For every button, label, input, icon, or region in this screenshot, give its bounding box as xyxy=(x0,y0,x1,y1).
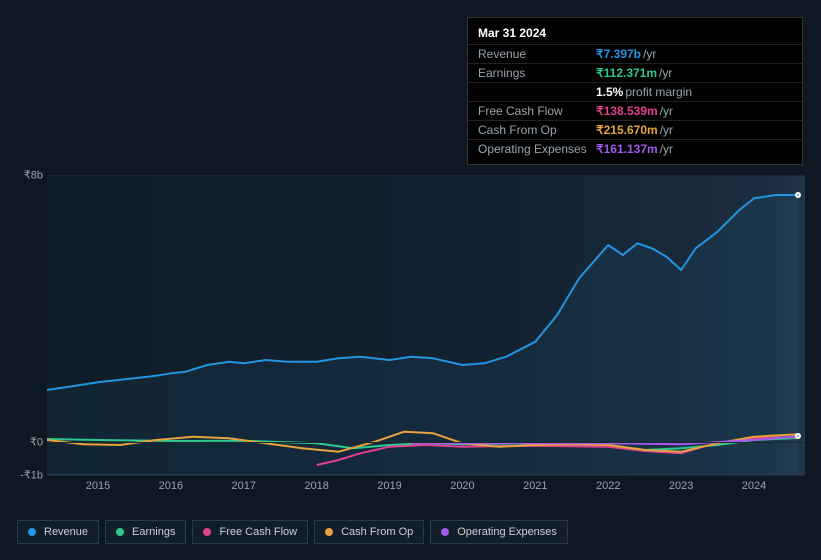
legend-item-earnings[interactable]: Earnings xyxy=(105,520,186,544)
marker-dot-opex xyxy=(795,433,801,439)
tooltip-label: Earnings xyxy=(478,66,596,80)
legend-swatch xyxy=(325,528,333,536)
tooltip-value: ₹215.670m xyxy=(596,123,658,137)
marker-dot-revenue xyxy=(795,192,801,198)
x-tick-label: 2023 xyxy=(669,480,693,492)
plot-area[interactable] xyxy=(47,175,805,475)
x-tick-label: 2017 xyxy=(232,480,256,492)
x-tick-label: 2015 xyxy=(86,480,110,492)
legend-swatch xyxy=(203,528,211,536)
legend-swatch xyxy=(28,528,36,536)
tooltip-row: Earnings₹112.371m /yr xyxy=(468,63,802,82)
tooltip-unit: /yr xyxy=(660,104,673,118)
y-tick-label: ₹8b xyxy=(24,169,43,182)
legend-label: Free Cash Flow xyxy=(219,526,297,538)
gridline xyxy=(47,175,805,176)
legend-item-operating-expenses[interactable]: Operating Expenses xyxy=(430,520,568,544)
legend-label: Earnings xyxy=(132,526,175,538)
tooltip-value: ₹161.137m xyxy=(596,142,658,156)
tooltip-value: ₹112.371m xyxy=(596,66,657,80)
financial-history-chart[interactable]: ₹8b₹0-₹1b 201520162017201820192020202120… xyxy=(17,158,805,513)
x-axis-labels: 2015 2016 2017 2018 2019 2020 2021 2022 2023 2024 xyxy=(47,480,805,498)
legend-label: Cash From Op xyxy=(341,526,413,538)
tooltip-unit: /yr xyxy=(660,142,673,156)
x-tick-label: 2018 xyxy=(304,480,328,492)
legend-swatch xyxy=(116,528,124,536)
tooltip-row-extra: 1.5% profit margin xyxy=(468,82,802,101)
y-tick-label: ₹0 xyxy=(30,435,43,448)
legend-item-cash-from-op[interactable]: Cash From Op xyxy=(314,520,424,544)
legend-item-free-cash-flow[interactable]: Free Cash Flow xyxy=(192,520,308,544)
gridline xyxy=(47,475,805,476)
x-tick-label: 2020 xyxy=(450,480,474,492)
tooltip-label: Free Cash Flow xyxy=(478,104,596,118)
legend-item-revenue[interactable]: Revenue xyxy=(17,520,99,544)
tooltip-unit: /yr xyxy=(660,123,673,137)
tooltip-row: Operating Expenses₹161.137m /yr xyxy=(468,139,802,158)
tooltip-unit: /yr xyxy=(643,47,656,61)
tooltip-value: ₹7.397b xyxy=(596,47,641,61)
gridline xyxy=(47,442,805,443)
y-axis-labels: ₹8b₹0-₹1b xyxy=(17,158,47,478)
chart-tooltip: Mar 31 2024 Revenue₹7.397b /yrEarnings₹1… xyxy=(467,17,803,165)
tooltip-row: Revenue₹7.397b /yr xyxy=(468,44,802,63)
y-tick-label: -₹1b xyxy=(20,469,43,482)
legend-label: Operating Expenses xyxy=(457,526,557,538)
x-tick-label: 2021 xyxy=(523,480,547,492)
tooltip-date: Mar 31 2024 xyxy=(468,24,802,44)
tooltip-value: ₹138.539m xyxy=(596,104,658,118)
chart-legend: Revenue Earnings Free Cash Flow Cash From O… xyxy=(17,520,568,544)
legend-label: Revenue xyxy=(44,526,88,538)
x-tick-label: 2019 xyxy=(377,480,401,492)
x-tick-label: 2022 xyxy=(596,480,620,492)
tooltip-label: Cash From Op xyxy=(478,123,596,137)
x-tick-label: 2016 xyxy=(159,480,183,492)
tooltip-label: Operating Expenses xyxy=(478,142,596,156)
tooltip-label: Revenue xyxy=(478,47,596,61)
tooltip-row: Cash From Op₹215.670m /yr xyxy=(468,120,802,139)
legend-swatch xyxy=(441,528,449,536)
tooltip-unit: /yr xyxy=(659,66,672,80)
tooltip-row: Free Cash Flow₹138.539m /yr xyxy=(468,101,802,120)
x-tick-label: 2024 xyxy=(742,480,766,492)
